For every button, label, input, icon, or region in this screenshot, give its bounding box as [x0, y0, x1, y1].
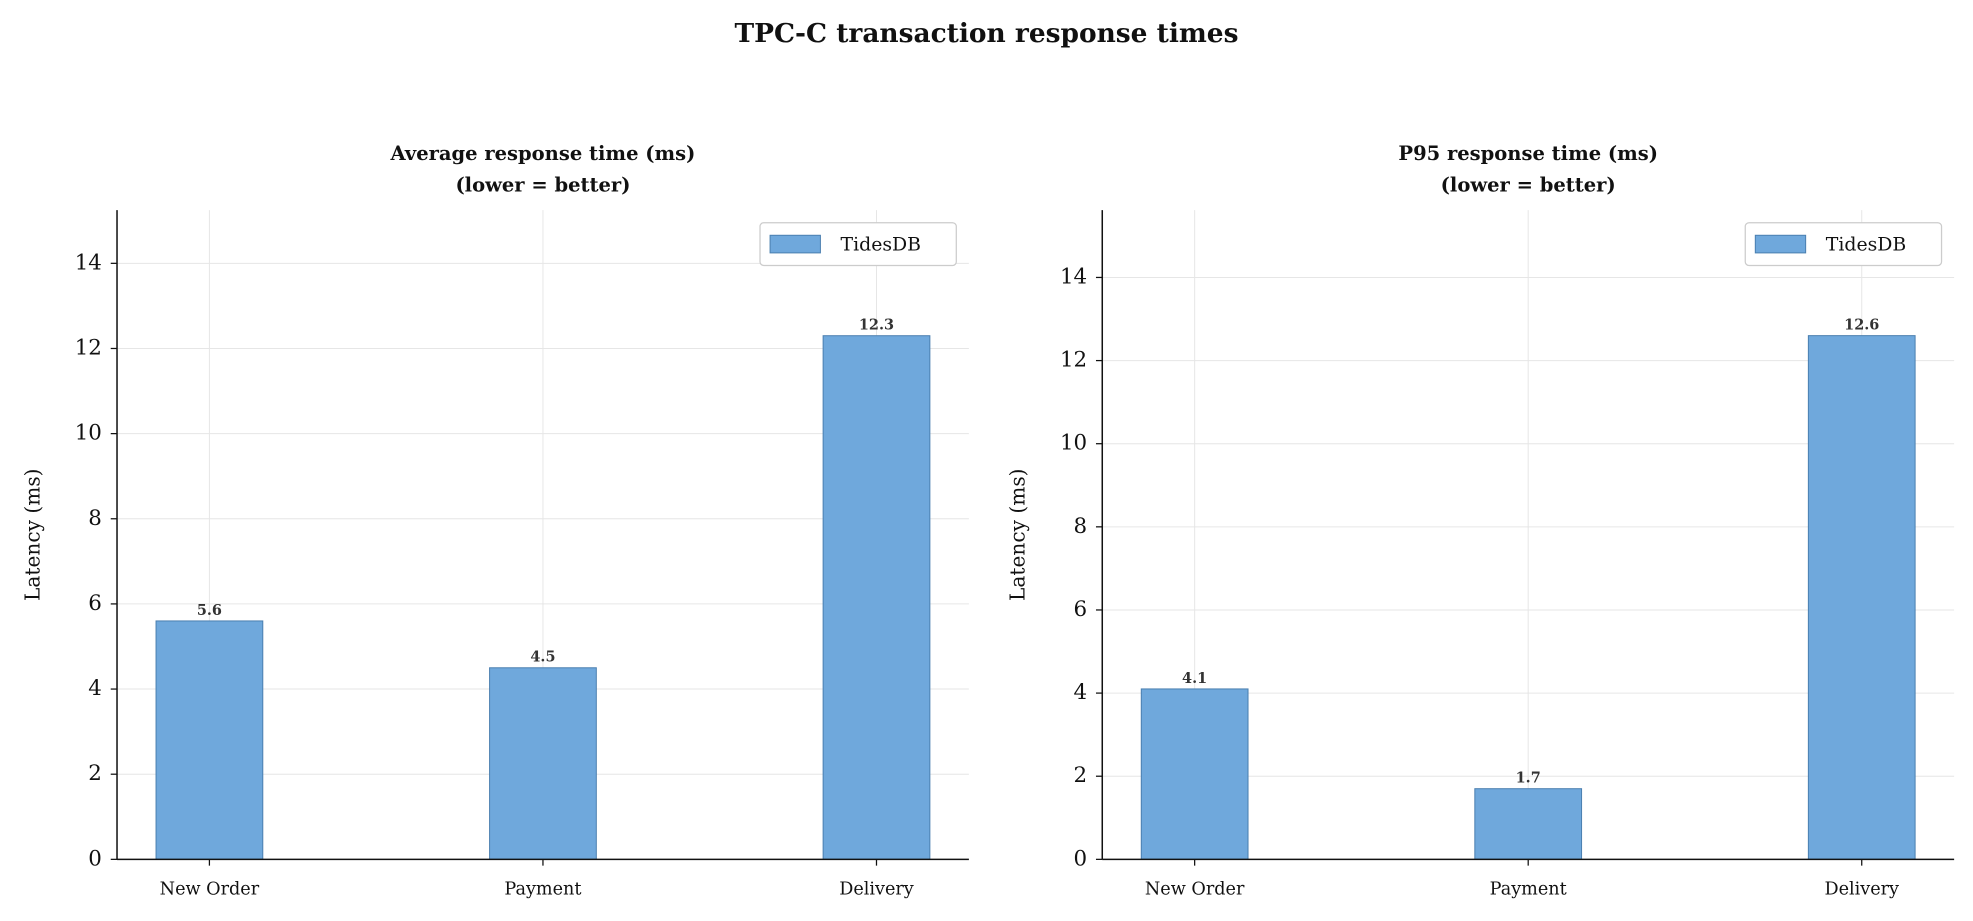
y-tick-label: 4 — [1074, 680, 1088, 705]
y-axis-label: Latency (ms) — [20, 468, 44, 600]
data-label: 4.5 — [530, 649, 555, 666]
figure-title: TPC-C transaction response times — [735, 18, 1239, 49]
legend-box — [1744, 222, 1943, 267]
chart-title: P95 response time (ms) — [1398, 142, 1658, 165]
bar — [155, 620, 264, 860]
x-tick-label: New Order — [1145, 880, 1245, 900]
y-tick-label: 8 — [1074, 514, 1088, 539]
y-tick-label: 0 — [1074, 846, 1088, 871]
legend-swatch — [1754, 234, 1807, 254]
bar — [1140, 688, 1249, 860]
y-tick-label: 14 — [75, 250, 102, 275]
bar — [1807, 335, 1916, 860]
data-label: 1.7 — [1516, 770, 1541, 787]
y-tick-label: 12 — [75, 335, 102, 360]
chart-title: (lower = better) — [1441, 174, 1616, 197]
x-tick-label: Delivery — [839, 880, 914, 900]
x-tick-label: Delivery — [1824, 880, 1899, 900]
y-tick-label: 10 — [1060, 431, 1087, 456]
x-tick-label: New Order — [160, 880, 260, 900]
bar — [489, 667, 597, 860]
data-label: 4.1 — [1182, 670, 1207, 687]
y-tick-label: 2 — [88, 761, 102, 786]
bar — [1474, 788, 1583, 860]
y-tick-label: 6 — [1074, 597, 1088, 622]
y-tick-label: 6 — [88, 591, 102, 616]
y-axis-label: Latency (ms) — [1006, 468, 1030, 600]
legend-label: TidesDB — [1826, 233, 1907, 255]
y-tick-label: 2 — [1074, 763, 1088, 788]
y-tick-label: 8 — [88, 506, 102, 531]
legend-swatch — [769, 234, 821, 254]
y-tick-label: 4 — [88, 676, 102, 701]
chart-title: Average response time (ms) — [390, 142, 696, 165]
legend-label: TidesDB — [841, 233, 922, 255]
x-tick-label: Payment — [504, 880, 581, 900]
bar — [822, 335, 931, 860]
y-tick-label: 0 — [88, 846, 102, 871]
data-label: 5.6 — [197, 602, 222, 619]
y-tick-label: 12 — [1060, 348, 1087, 373]
data-label: 12.3 — [859, 317, 894, 334]
chart-title: (lower = better) — [455, 174, 630, 197]
data-label: 12.6 — [1844, 317, 1879, 334]
legend-box — [759, 222, 957, 267]
x-tick-label: Payment — [1490, 880, 1567, 900]
y-tick-label: 14 — [1060, 264, 1087, 289]
y-tick-label: 10 — [75, 421, 102, 446]
